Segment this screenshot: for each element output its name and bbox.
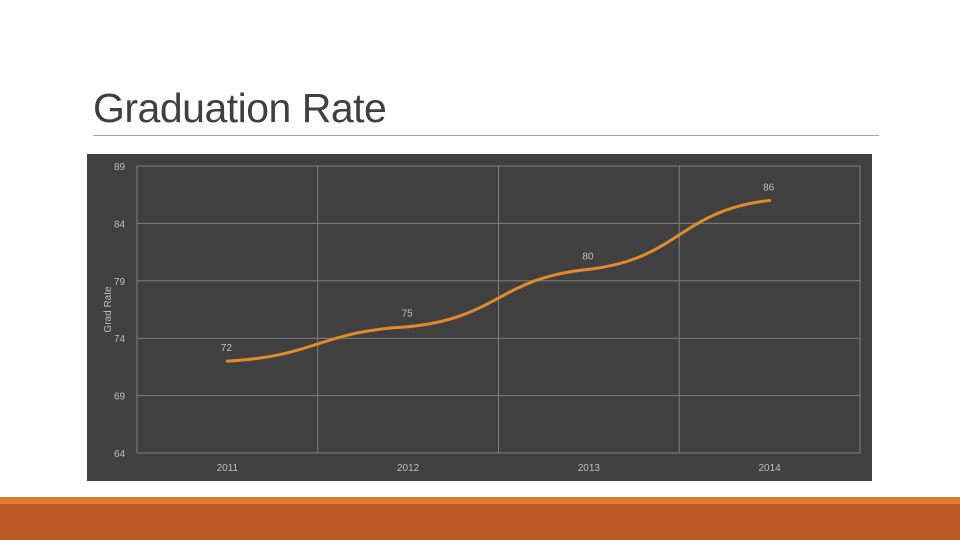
- data-label: 72: [221, 343, 233, 354]
- data-point: [225, 359, 229, 363]
- data-label: 75: [402, 309, 414, 320]
- data-label: 80: [582, 251, 594, 262]
- title-divider: [93, 135, 879, 136]
- line-chart: 64 69 74 79 84 89 2011 2012 2013 2014 Grad Rate 72 7…: [103, 162, 861, 474]
- y-tick-label: 64: [114, 449, 126, 460]
- y-tick-label: 79: [114, 277, 126, 288]
- x-tick-label: 2012: [397, 463, 420, 474]
- x-tick-label: 2013: [578, 463, 601, 474]
- footer-bar: [0, 504, 960, 540]
- y-tick-label: 69: [114, 392, 126, 403]
- series-line: [225, 198, 772, 363]
- slide-title: Graduation Rate: [93, 85, 387, 131]
- data-point: [768, 198, 772, 202]
- data-label: 86: [763, 182, 775, 193]
- data-point: [406, 325, 410, 329]
- x-tick-label: 2014: [759, 463, 782, 474]
- y-tick-label: 84: [114, 219, 126, 230]
- y-axis-label: Grad Rate: [103, 286, 114, 333]
- chart-area: 64 69 74 79 84 89 2011 2012 2013 2014 Grad Rate 72 7…: [87, 154, 872, 481]
- y-tick-label: 89: [114, 162, 126, 173]
- footer-accent-bar: [0, 497, 960, 504]
- y-tick-label: 74: [114, 334, 126, 345]
- x-tick-label: 2011: [217, 463, 239, 474]
- data-point: [587, 267, 591, 271]
